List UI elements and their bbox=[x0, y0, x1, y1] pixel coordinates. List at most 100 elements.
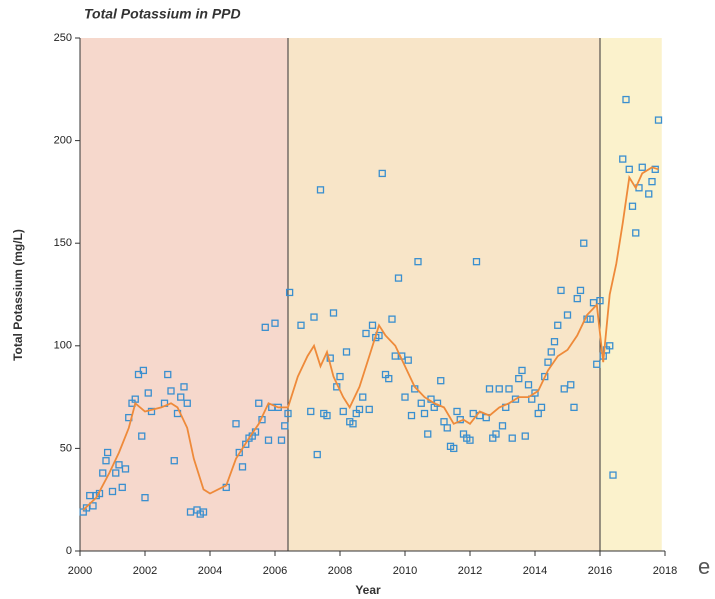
data-point bbox=[450, 444, 458, 453]
data-point bbox=[349, 420, 357, 428]
data-point bbox=[557, 286, 565, 295]
data-point bbox=[466, 436, 474, 444]
stray-text: e bbox=[698, 554, 710, 579]
shaded-period bbox=[288, 38, 600, 551]
data-point bbox=[606, 342, 614, 350]
data-point bbox=[417, 399, 425, 407]
data-point bbox=[560, 385, 568, 393]
data-point bbox=[622, 95, 630, 104]
data-point bbox=[359, 393, 367, 401]
data-point bbox=[515, 374, 523, 383]
data-point bbox=[271, 319, 279, 327]
data-point bbox=[180, 383, 188, 391]
data-point bbox=[508, 434, 516, 442]
data-point bbox=[570, 403, 578, 412]
x-tick-label: 2006 bbox=[263, 565, 287, 577]
data-point bbox=[518, 366, 526, 375]
data-point bbox=[281, 422, 289, 430]
data-point bbox=[177, 393, 185, 401]
data-point bbox=[573, 294, 581, 303]
data-point bbox=[378, 169, 386, 178]
data-point bbox=[307, 407, 315, 416]
data-point bbox=[404, 356, 412, 364]
trend-line bbox=[82, 166, 659, 511]
x-axis-label: Year bbox=[355, 583, 381, 597]
chart-title: Total Potassium in PPD bbox=[84, 6, 241, 22]
y-tick-label: 50 bbox=[60, 442, 72, 454]
x-tick-label: 2012 bbox=[458, 565, 482, 577]
data-point bbox=[524, 381, 533, 389]
y-tick-label: 0 bbox=[66, 545, 72, 557]
data-point bbox=[394, 274, 403, 282]
data-point bbox=[563, 311, 572, 319]
data-point bbox=[420, 409, 429, 418]
data-point bbox=[336, 372, 344, 381]
data-point bbox=[170, 457, 178, 465]
data-point bbox=[164, 370, 172, 379]
data-point bbox=[199, 508, 208, 516]
data-point bbox=[498, 422, 507, 430]
data-point bbox=[368, 321, 377, 329]
data-point bbox=[580, 239, 588, 247]
data-point bbox=[264, 436, 273, 444]
data-point bbox=[284, 409, 292, 418]
data-point bbox=[112, 469, 120, 477]
data-point bbox=[609, 471, 617, 479]
data-point bbox=[567, 381, 575, 389]
data-point bbox=[632, 229, 640, 237]
data-point bbox=[554, 321, 562, 329]
data-point bbox=[537, 403, 546, 412]
data-point bbox=[323, 411, 331, 420]
data-point bbox=[167, 387, 175, 395]
data-point bbox=[139, 366, 148, 375]
data-point bbox=[628, 202, 637, 210]
data-point bbox=[437, 377, 445, 385]
data-point bbox=[485, 385, 494, 393]
y-axis-label: Total Potassium (mg/L) bbox=[11, 229, 25, 361]
data-point bbox=[238, 463, 247, 471]
data-point bbox=[141, 493, 149, 502]
data-point bbox=[521, 432, 529, 440]
data-point bbox=[443, 424, 451, 432]
shaded-period bbox=[80, 38, 288, 551]
data-point bbox=[511, 395, 520, 403]
data-point bbox=[365, 405, 373, 414]
y-tick-label: 100 bbox=[54, 340, 72, 352]
data-point bbox=[313, 450, 321, 459]
data-point bbox=[102, 457, 110, 465]
data-point bbox=[138, 432, 146, 440]
data-point bbox=[654, 116, 663, 124]
data-point bbox=[355, 405, 364, 414]
data-point bbox=[505, 385, 513, 393]
data-point bbox=[183, 399, 191, 407]
data-point bbox=[121, 465, 130, 473]
data-point bbox=[625, 165, 633, 173]
x-tick-label: 2000 bbox=[68, 565, 92, 577]
data-point bbox=[103, 448, 112, 457]
data-point bbox=[388, 315, 396, 323]
data-point bbox=[118, 483, 126, 492]
data-point bbox=[134, 370, 143, 379]
data-point bbox=[407, 411, 416, 420]
y-tick-label: 200 bbox=[54, 135, 72, 147]
data-point bbox=[576, 286, 585, 295]
data-point bbox=[638, 163, 646, 171]
data-point bbox=[232, 420, 240, 428]
data-point bbox=[619, 155, 627, 163]
data-point bbox=[339, 407, 347, 416]
x-tick-label: 2008 bbox=[328, 565, 352, 577]
data-point bbox=[297, 321, 305, 329]
data-point bbox=[385, 374, 393, 383]
x-tick-label: 2004 bbox=[198, 565, 222, 577]
data-point bbox=[362, 329, 370, 338]
data-point bbox=[495, 385, 503, 393]
data-point bbox=[593, 360, 601, 368]
y-tick-label: 150 bbox=[54, 237, 72, 249]
data-point bbox=[492, 430, 500, 438]
data-point bbox=[342, 348, 351, 356]
data-point bbox=[89, 502, 97, 510]
data-point bbox=[544, 358, 552, 366]
data-point bbox=[401, 393, 409, 401]
data-point bbox=[453, 407, 461, 416]
x-tick-label: 2014 bbox=[523, 565, 547, 577]
